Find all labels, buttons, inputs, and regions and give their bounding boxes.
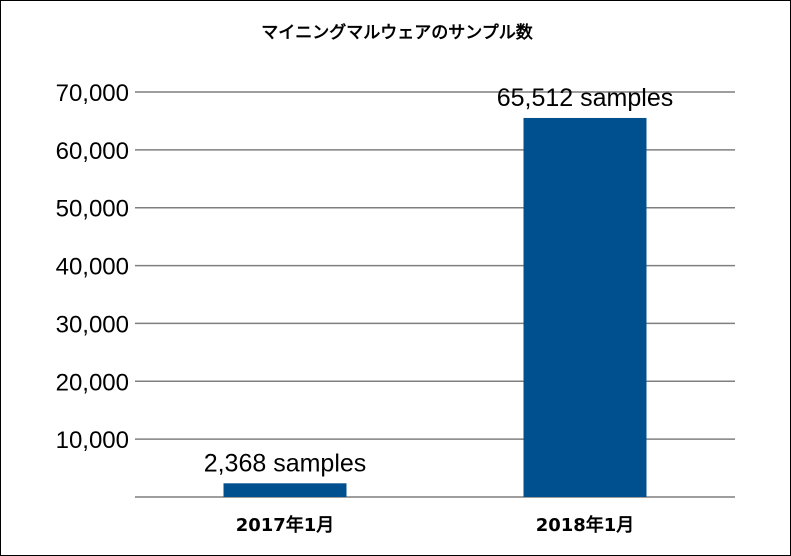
x-tick-label: 2017年1月 [236,514,335,536]
y-tick-label: 10,000 [56,427,129,454]
bars [223,117,647,498]
y-tick-label: 50,000 [56,196,129,223]
y-tick-label: 20,000 [56,369,129,396]
x-axis-ticks: 2017年1月 2018年1月 [236,514,635,536]
data-label: 2,368 samples [204,449,367,477]
chart-title: マイニングマルウェアのサンプル数 [261,22,533,43]
bar [223,483,347,497]
y-tick-label: 60,000 [56,138,129,165]
x-tick-label: 2018年1月 [536,514,635,536]
bar [523,117,647,498]
y-tick-label: 40,000 [56,254,129,281]
data-labels: 2,368 samples 65,512 samples [204,84,674,477]
y-axis-ticks: 10,000 20,000 30,000 40,000 50,000 60,000 70,0… [56,80,129,454]
data-label: 65,512 samples [497,84,674,112]
y-tick-label: 30,000 [56,311,129,338]
y-tick-label: 70,000 [56,80,129,107]
